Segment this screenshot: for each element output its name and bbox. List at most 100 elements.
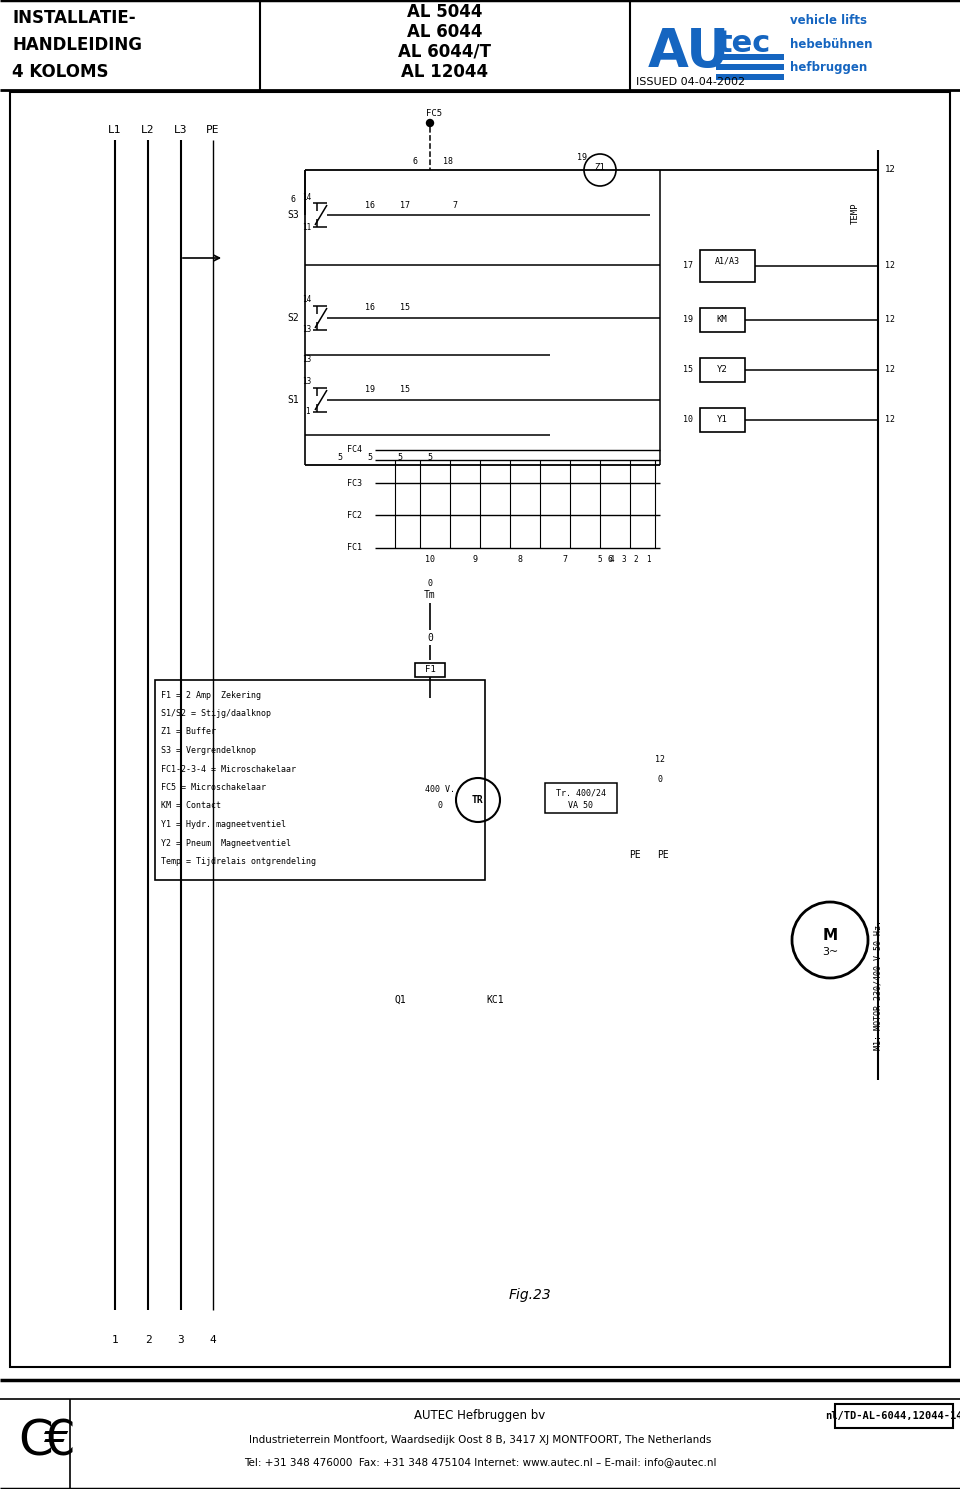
Text: 19: 19	[365, 386, 375, 395]
Text: 16: 16	[365, 304, 375, 313]
Text: C: C	[18, 1418, 53, 1465]
Text: FC3: FC3	[348, 478, 363, 487]
Text: 12: 12	[885, 316, 895, 325]
Text: hefbruggen: hefbruggen	[790, 61, 867, 74]
Text: 4: 4	[209, 1336, 216, 1345]
Text: 5: 5	[338, 453, 343, 462]
Text: TR: TR	[472, 795, 484, 806]
Text: 13: 13	[302, 356, 312, 365]
Text: AL 6044: AL 6044	[407, 22, 483, 42]
Text: PE: PE	[629, 850, 641, 861]
Text: TEMP: TEMP	[851, 203, 859, 223]
Text: AL 5044: AL 5044	[407, 3, 483, 21]
Text: L3: L3	[175, 125, 188, 135]
Text: Q1: Q1	[395, 995, 406, 1005]
Text: INSTALLATIE-: INSTALLATIE-	[12, 9, 135, 27]
Text: 5: 5	[598, 555, 602, 564]
Text: KC1: KC1	[486, 995, 504, 1005]
Text: 19: 19	[577, 153, 587, 162]
Text: 15: 15	[400, 304, 410, 313]
Text: PE: PE	[206, 125, 220, 135]
Bar	[716, 64, 784, 70]
Text: 8: 8	[517, 555, 522, 564]
Text: 15: 15	[400, 386, 410, 395]
Text: 6: 6	[291, 195, 296, 204]
Text: 4 KOLOMS: 4 KOLOMS	[12, 63, 108, 80]
Text: vehicle lifts: vehicle lifts	[790, 13, 867, 27]
Text: 3~: 3~	[822, 947, 838, 957]
Text: AL 6044/T: AL 6044/T	[398, 43, 492, 61]
Text: nl/TD-AL-6044,12044-14: nl/TD-AL-6044,12044-14	[826, 1412, 960, 1421]
Text: 19: 19	[683, 316, 693, 325]
Text: 0: 0	[427, 579, 433, 588]
Text: 10: 10	[683, 415, 693, 424]
Text: KM: KM	[716, 316, 728, 325]
Bar	[835, 1404, 953, 1428]
Text: 5: 5	[427, 453, 433, 462]
Text: 12: 12	[885, 415, 895, 424]
Bar	[700, 408, 745, 432]
Text: 9: 9	[472, 555, 477, 564]
Text: FC1-2-3-4 = Microschakelaar: FC1-2-3-4 = Microschakelaar	[161, 764, 296, 773]
Text: Tel: +31 348 476000  Fax: +31 348 475104 Internet: www.autec.nl – E-mail: info@a: Tel: +31 348 476000 Fax: +31 348 475104 …	[244, 1458, 716, 1467]
Text: AU: AU	[648, 25, 731, 77]
Bar	[415, 663, 445, 677]
Text: Y1: Y1	[716, 415, 728, 424]
Text: 12: 12	[885, 365, 895, 375]
Text: 12: 12	[884, 165, 896, 174]
Text: 13: 13	[302, 378, 312, 387]
Text: M: M	[823, 928, 837, 943]
Text: 7: 7	[563, 555, 567, 564]
Text: FC2: FC2	[348, 511, 363, 520]
Text: 3: 3	[178, 1336, 184, 1345]
Text: Z1 = Buffer: Z1 = Buffer	[161, 728, 216, 737]
Text: 5: 5	[397, 453, 402, 462]
Text: FC1: FC1	[348, 543, 363, 552]
Text: 1: 1	[111, 1336, 118, 1345]
Text: 12: 12	[885, 262, 895, 271]
Text: 12: 12	[655, 755, 665, 764]
Text: F1 = 2 Amp. Zekering: F1 = 2 Amp. Zekering	[161, 691, 261, 700]
Text: 6: 6	[413, 158, 418, 167]
Text: 16: 16	[365, 201, 375, 210]
Text: Y2 = Pneum. Magneetventiel: Y2 = Pneum. Magneetventiel	[161, 838, 291, 847]
Text: hebebühnen: hebebühnen	[790, 37, 873, 51]
Text: M1: MOTOR 230/400 V 50 Hz.: M1: MOTOR 230/400 V 50 Hz.	[874, 920, 882, 1050]
Text: 15: 15	[683, 365, 693, 375]
Bar	[716, 74, 784, 80]
Text: A1/A3: A1/A3	[714, 256, 739, 265]
Text: €: €	[44, 1418, 76, 1465]
Text: ISSUED 04-04-2002: ISSUED 04-04-2002	[636, 77, 745, 86]
Text: 0: 0	[658, 776, 662, 785]
Text: 7: 7	[452, 201, 458, 210]
Text: S2: S2	[287, 313, 299, 323]
Circle shape	[426, 119, 434, 127]
Text: S3 = Vergrendelknop: S3 = Vergrendelknop	[161, 746, 256, 755]
Bar	[10, 92, 950, 1367]
Text: 0: 0	[427, 633, 433, 643]
Text: AUTEC Hefbruggen bv: AUTEC Hefbruggen bv	[415, 1410, 545, 1422]
Text: 10: 10	[425, 555, 435, 564]
Text: 17: 17	[683, 262, 693, 271]
Bar	[716, 54, 784, 60]
Text: PE: PE	[658, 850, 669, 861]
Text: 11: 11	[302, 222, 312, 231]
Text: Tr. 400/24: Tr. 400/24	[556, 789, 606, 798]
Text: 14: 14	[302, 295, 312, 304]
Text: L2: L2	[141, 125, 155, 135]
Text: Tm: Tm	[424, 590, 436, 600]
Text: S1/S2 = Stijg/daalknop: S1/S2 = Stijg/daalknop	[161, 709, 271, 718]
Bar	[545, 783, 617, 813]
Text: 17: 17	[400, 201, 410, 210]
Text: F1: F1	[424, 666, 436, 675]
Text: 0: 0	[438, 801, 443, 810]
Text: S1: S1	[287, 395, 299, 405]
Text: 18: 18	[443, 158, 453, 167]
Text: Fig.23: Fig.23	[509, 1288, 551, 1301]
Text: 2: 2	[145, 1336, 152, 1345]
Text: Z1: Z1	[594, 162, 606, 171]
Text: 2: 2	[634, 555, 638, 564]
Text: S3: S3	[287, 210, 299, 220]
Text: 1: 1	[304, 408, 309, 417]
Text: FC4: FC4	[348, 445, 363, 454]
